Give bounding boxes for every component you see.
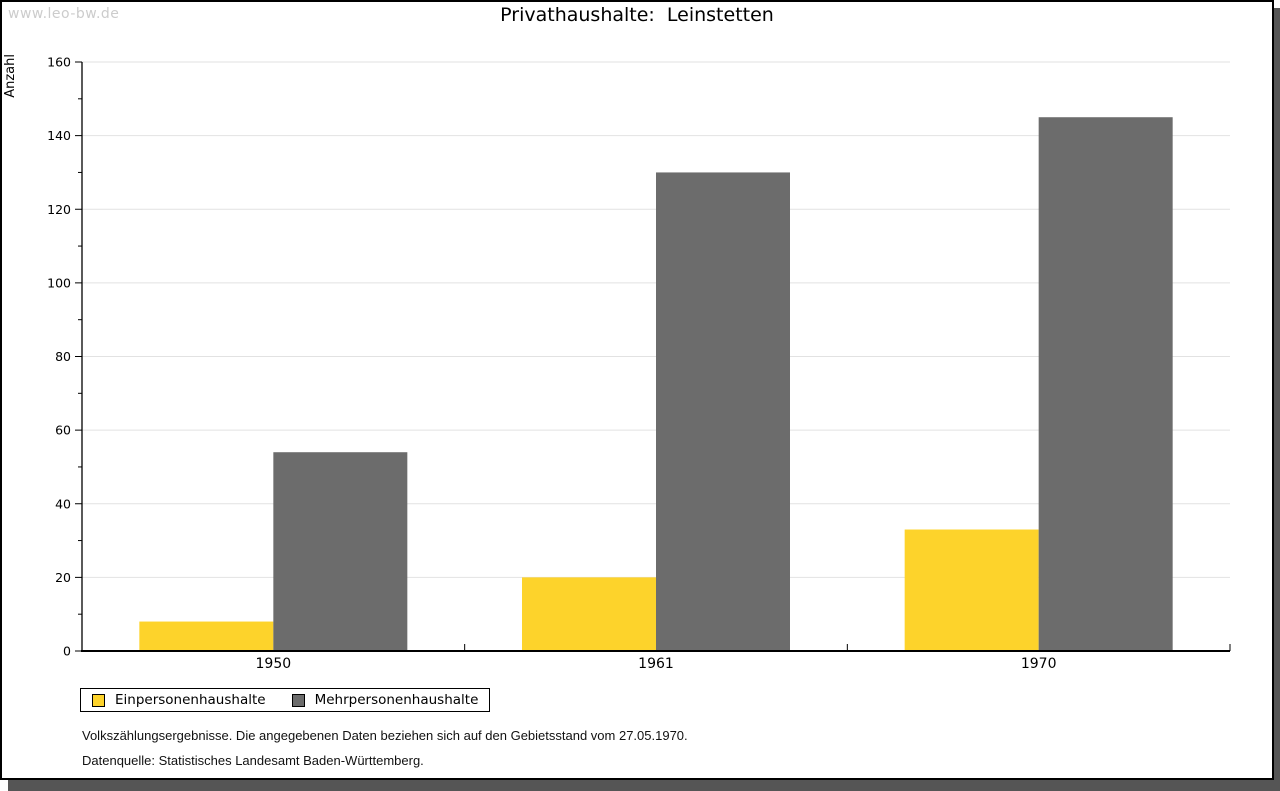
frame-shadow-right (1274, 8, 1280, 791)
y-tick-label-20: 20 (55, 570, 71, 585)
bar-einpersonenhaushalte-1961 (522, 577, 656, 651)
y-tick-label-80: 80 (55, 349, 71, 364)
x-tick-label-1950: 1950 (256, 656, 292, 672)
chart-legend: Einpersonenhaushalte Mehrpersonenhaushal… (80, 688, 491, 712)
legend-label: Mehrpersonenhaushalte (314, 692, 479, 708)
x-tick-label-1970: 1970 (1021, 656, 1057, 672)
watermark-leo-bw: www.leo-bw.de (8, 6, 120, 22)
chart-title: Privathaushalte: Leinstetten (500, 4, 774, 26)
y-tick-label-140: 140 (47, 128, 71, 143)
footnote-source-note: Volkszählungsergebnisse. Die angegebenen… (82, 728, 688, 743)
bar-einpersonenhaushalte-1970 (904, 529, 1039, 651)
y-tick-label-160: 160 (47, 55, 71, 70)
bar-mehrpersonenhaushalte-1961 (656, 172, 790, 651)
footnotes: Volkszählungsergebnisse. Die angegebenen… (82, 728, 688, 778)
bar-chart-canvas: 1950 1961 1970 0 20 40 60 80 100 120 140 160 (47, 55, 1231, 672)
frame-shadow-bottom (8, 780, 1274, 791)
y-tick-label-0: 0 (63, 644, 71, 659)
y-tick-label-60: 60 (55, 423, 71, 438)
y-tick-label-100: 100 (47, 275, 71, 290)
x-tick-label-1961: 1961 (638, 656, 674, 672)
legend-swatch-yellow (92, 693, 105, 707)
footnote-data-source: Datenquelle: Statistisches Landesamt Bad… (82, 753, 424, 768)
legend-swatch-gray (291, 693, 305, 707)
bar-mehrpersonenhaushalte-1950 (273, 452, 408, 651)
legend-label: Einpersonenhaushalte (115, 692, 266, 708)
legend-item-mehrpersonenhaushalte: Mehrpersonenhaushalte (291, 692, 479, 708)
bar-mehrpersonenhaushalte-1970 (1038, 117, 1173, 651)
bar-einpersonenhaushalte-1950 (139, 621, 274, 651)
y-tick-label-120: 120 (47, 202, 71, 217)
legend-item-einpersonenhaushalte: Einpersonenhaushalte (92, 692, 266, 708)
y-tick-label-40: 40 (55, 496, 71, 511)
